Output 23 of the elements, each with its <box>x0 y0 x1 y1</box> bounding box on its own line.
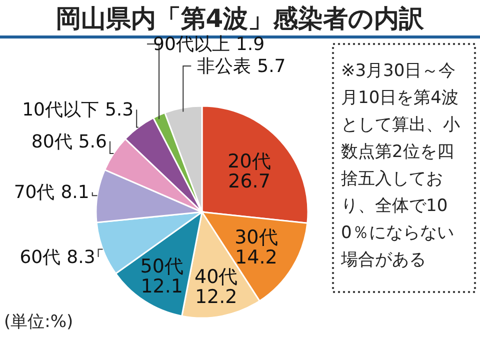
slice-label: 非公表 <box>197 56 252 77</box>
slice-label: 20代 <box>228 150 271 172</box>
slice-label: 30代 <box>234 226 278 248</box>
slice-label: 60代 <box>20 247 61 268</box>
data-label: 14.2 <box>235 246 278 268</box>
slice-label: 80代 <box>31 131 72 152</box>
slice-label: 70代 <box>14 182 55 204</box>
chart-title: 岡山県内「第4波」感染者の内訳 <box>56 4 426 33</box>
data-label: 12.2 <box>194 286 238 308</box>
slice-label: 50代 <box>140 255 184 278</box>
data-label: 12.1 <box>140 275 184 298</box>
data-label: 26.7 <box>228 170 270 192</box>
data-label: 5.7 <box>257 56 286 77</box>
slice-label: 40代 <box>194 266 238 288</box>
data-label: 5.3 <box>104 100 134 121</box>
data-label: 1.9 <box>236 34 265 55</box>
text: (単位:%) <box>4 312 74 332</box>
slice-label: 90代以上 <box>153 34 230 55</box>
data-label: 5.6 <box>78 131 107 152</box>
slice-label: 10代以下 <box>22 100 99 121</box>
data-label: 8.1 <box>60 182 90 204</box>
data-label: 8.3 <box>66 247 96 268</box>
text: ※3月30日～今月10日を第4波として算出、小数点第2位を四捨五入しており、全体で100％にならない場合がある <box>341 60 461 272</box>
